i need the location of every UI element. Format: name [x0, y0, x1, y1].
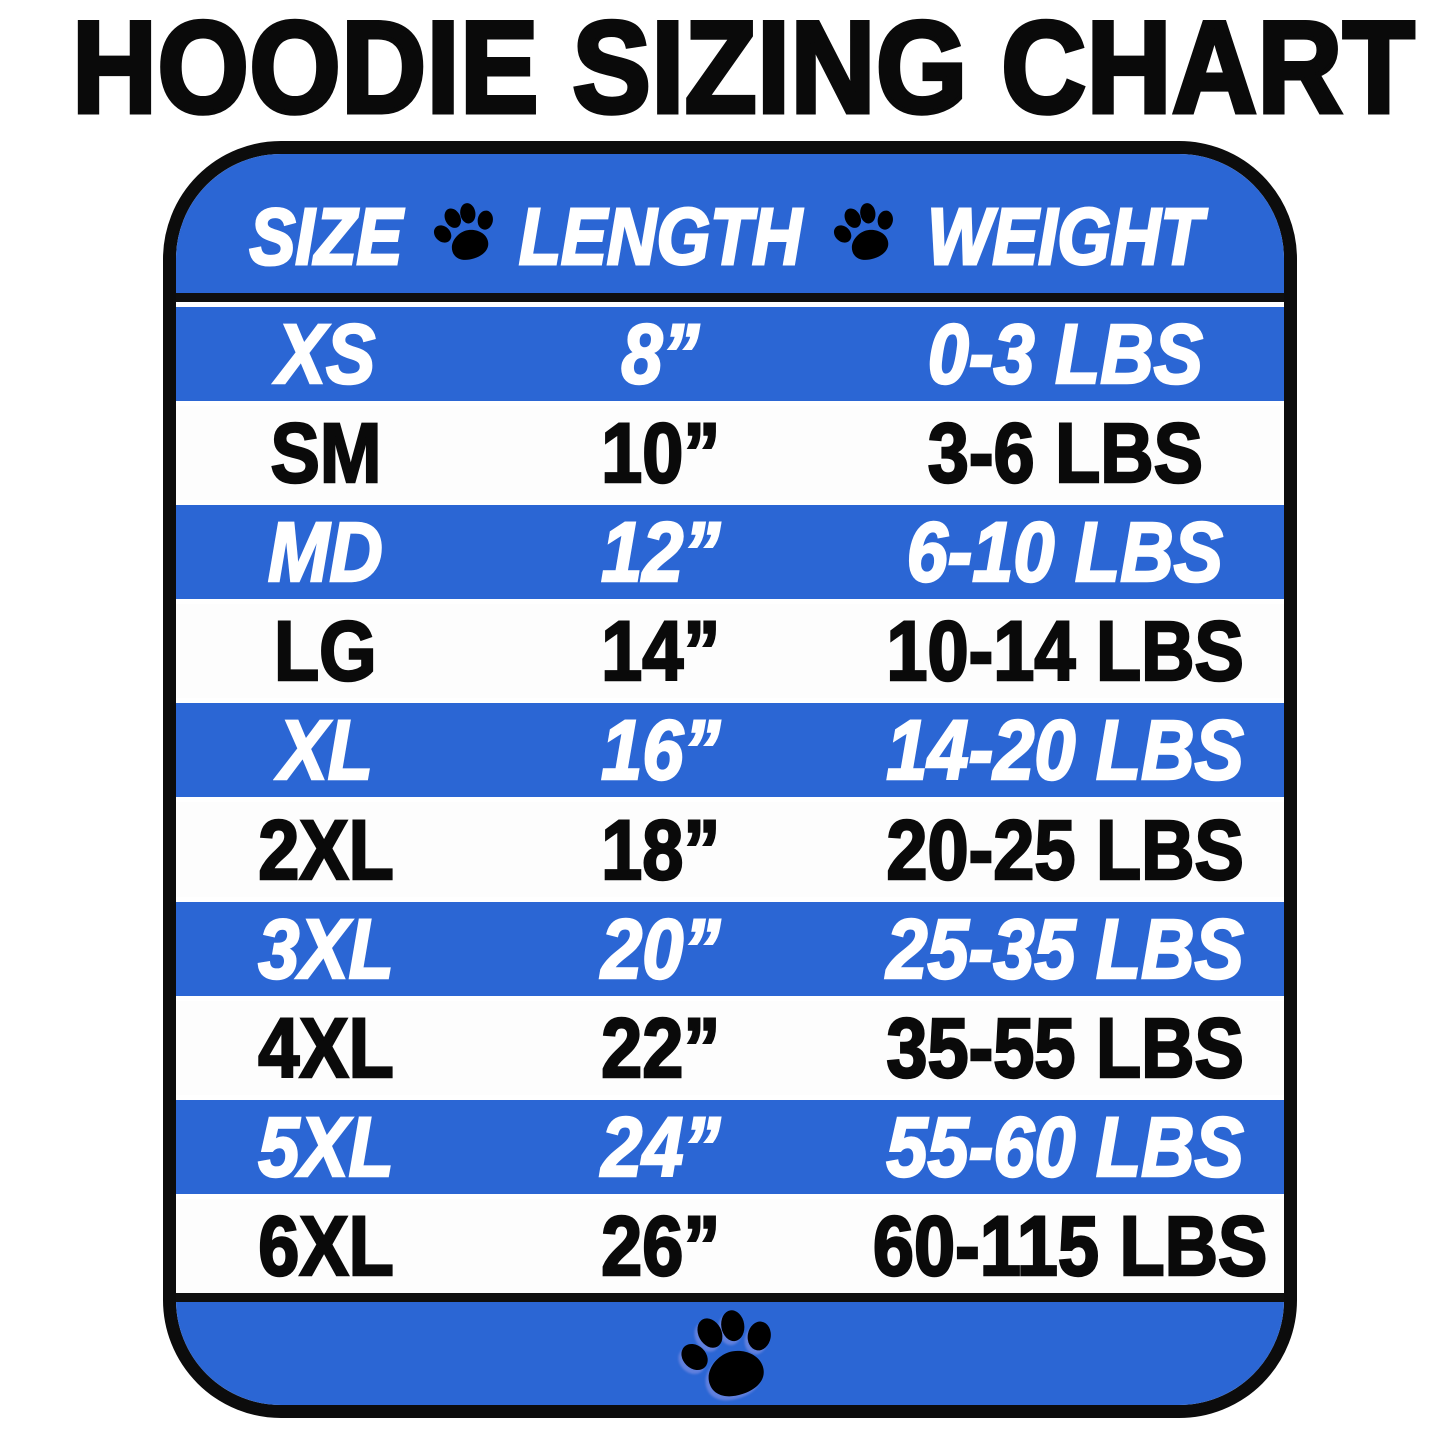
length-value: 22”	[600, 1000, 721, 1095]
weight-cell: 14-20 LBS	[846, 703, 1284, 798]
paw-icon	[833, 195, 900, 268]
weight-value: 3-6 LBS	[926, 406, 1203, 501]
card-footer	[176, 1293, 1284, 1405]
length-cell: 8”	[475, 307, 846, 402]
weight-cell: 10-14 LBS	[846, 604, 1284, 699]
paw-icon	[679, 1303, 781, 1404]
weight-cell: 20-25 LBS	[846, 802, 1284, 897]
length-cell: 10”	[475, 406, 846, 501]
weight-value: 25-35 LBS	[885, 901, 1245, 996]
weight-cell: 55-60 LBS	[846, 1099, 1284, 1194]
weight-value: 55-60 LBS	[885, 1099, 1245, 1194]
table-row-5xl: 5XL 24” 55-60 LBS	[176, 1094, 1284, 1199]
weight-cell: 25-35 LBS	[846, 901, 1284, 996]
weight-cell: 6-10 LBS	[846, 505, 1284, 600]
length-cell: 16”	[475, 703, 846, 798]
size-cell: XS	[176, 307, 475, 402]
size-cell: 5XL	[176, 1099, 475, 1194]
table-row-3xl: 3XL 20” 25-35 LBS	[176, 896, 1284, 1001]
table-row-sm: SM 10” 3-6 LBS	[176, 406, 1284, 501]
length-value: 12”	[600, 505, 721, 600]
table-row-xs: XS 8” 0-3 LBS	[176, 302, 1284, 407]
size-value: 6XL	[257, 1198, 395, 1293]
weight-value: 60-115 LBS	[872, 1198, 1269, 1293]
table-row-6xl: 6XL 26” 60-115 LBS	[176, 1198, 1284, 1293]
weight-value: 20-25 LBS	[885, 802, 1245, 897]
length-value: 18”	[600, 802, 721, 897]
length-value: 16”	[600, 703, 721, 798]
size-table-rows: XS 8” 0-3 LBS SM 10” 3-6 LBS MD 12” 6-10 LBS LG 14…	[176, 302, 1284, 1293]
weight-cell: 60-115 LBS	[846, 1198, 1284, 1293]
weight-value: 10-14 LBS	[885, 604, 1245, 699]
table-header: SIZE LENGTH WEIGHT	[176, 154, 1284, 302]
length-value: 8”	[621, 307, 701, 402]
length-cell: 18”	[475, 802, 846, 897]
weight-cell: 35-55 LBS	[846, 1000, 1284, 1095]
table-row-lg: LG 14” 10-14 LBS	[176, 604, 1284, 699]
length-value: 10”	[600, 406, 721, 501]
sizing-chart-card: SIZE LENGTH WEIGHT XS 8” 0-3 LBS SM 10” 3-6 L…	[163, 141, 1297, 1418]
size-cell: MD	[176, 505, 475, 600]
size-value: MD	[267, 505, 384, 600]
size-value: LG	[273, 604, 378, 699]
size-cell: 6XL	[176, 1198, 475, 1293]
size-value: 5XL	[257, 1099, 395, 1194]
size-cell: 4XL	[176, 1000, 475, 1095]
length-value: 14”	[600, 604, 721, 699]
size-value: XL	[277, 703, 374, 798]
table-row-md: MD 12” 6-10 LBS	[176, 500, 1284, 605]
table-row-2xl: 2XL 18” 20-25 LBS	[176, 802, 1284, 897]
length-value: 26”	[600, 1198, 721, 1293]
column-header-weight: WEIGHT	[926, 191, 1204, 281]
size-cell: 3XL	[176, 901, 475, 996]
weight-cell: 3-6 LBS	[846, 406, 1284, 501]
size-value: SM	[269, 406, 382, 501]
weight-value: 0-3 LBS	[926, 307, 1203, 402]
weight-value: 35-55 LBS	[885, 1000, 1245, 1095]
length-cell: 14”	[475, 604, 846, 699]
page-title: HOODIE SIZING CHART	[70, 0, 1417, 140]
length-value: 24”	[600, 1099, 721, 1194]
length-cell: 26”	[475, 1198, 846, 1293]
size-value: 4XL	[257, 1000, 395, 1095]
size-cell: LG	[176, 604, 475, 699]
size-value: 3XL	[257, 901, 395, 996]
weight-cell: 0-3 LBS	[846, 307, 1284, 402]
weight-value: 6-10 LBS	[906, 505, 1225, 600]
size-cell: 2XL	[176, 802, 475, 897]
weight-value: 14-20 LBS	[885, 703, 1245, 798]
paw-icon	[433, 195, 500, 268]
length-cell: 22”	[475, 1000, 846, 1095]
length-cell: 12”	[475, 505, 846, 600]
column-header-length: LENGTH	[518, 191, 803, 281]
size-value: 2XL	[257, 802, 395, 897]
size-value: XS	[275, 307, 376, 402]
size-cell: SM	[176, 406, 475, 501]
column-header-size: SIZE	[248, 191, 403, 281]
table-row-4xl: 4XL 22” 35-55 LBS	[176, 1000, 1284, 1095]
length-cell: 20”	[475, 901, 846, 996]
length-value: 20”	[600, 901, 721, 996]
size-cell: XL	[176, 703, 475, 798]
table-row-xl: XL 16” 14-20 LBS	[176, 698, 1284, 803]
length-cell: 24”	[475, 1099, 846, 1194]
